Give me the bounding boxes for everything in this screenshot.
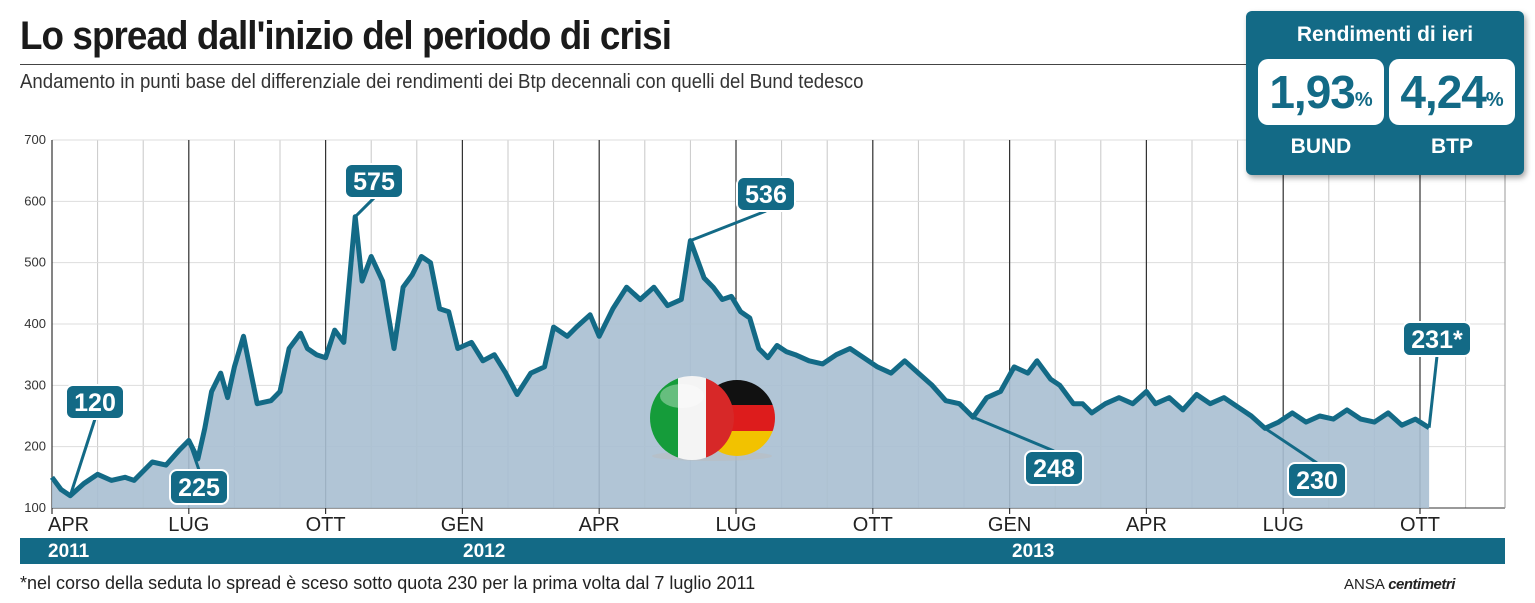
annotation-pointer <box>972 415 1055 453</box>
annotation-pointer <box>187 440 201 471</box>
y-tick-label: 300 <box>24 377 46 392</box>
footnote: *nel corso della seduta lo spread è sces… <box>20 573 756 593</box>
annotation-pointer <box>354 196 376 218</box>
annotation-label: 225 <box>178 474 220 502</box>
annotation-box <box>736 176 796 212</box>
annotation-label: 230 <box>1296 467 1338 495</box>
yields-panel: Rendimenti di ieri 1,93% 4,24% BUND BTP <box>1246 11 1524 175</box>
x-tick-label: OTT <box>1400 514 1440 536</box>
btp-label: BTP <box>1431 135 1473 158</box>
annotation-box <box>344 163 404 199</box>
y-tick-label: 700 <box>24 132 46 147</box>
x-tick-label: GEN <box>441 514 484 536</box>
chart-subtitle: Andamento in punti base del differenzial… <box>20 71 864 93</box>
x-tick-label: OTT <box>306 514 346 536</box>
annotation-box <box>1287 462 1347 498</box>
annotation-pointer <box>1427 355 1439 428</box>
annotation-box <box>1024 450 1084 486</box>
annotation-pointer <box>1264 427 1318 465</box>
year-bar <box>20 538 1505 564</box>
annotation-label: 120 <box>74 389 116 417</box>
y-tick-label: 500 <box>24 255 46 270</box>
credit-brand: centimetri <box>1388 576 1455 593</box>
y-tick-label: 600 <box>24 193 46 208</box>
annotation-label: 231* <box>1411 326 1463 354</box>
btp-yield-value: 4,24 <box>1400 66 1487 118</box>
btp-yield-card: 4,24% <box>1389 59 1515 125</box>
year-label-2012: 2012 <box>463 541 506 562</box>
y-tick-label: 200 <box>24 439 46 454</box>
bund-yield-unit: % <box>1354 88 1373 111</box>
x-tick-label: LUG <box>1263 514 1304 536</box>
x-tick-label: LUG <box>715 514 756 536</box>
bund-yield-card: 1,93% <box>1258 59 1384 125</box>
annotation-label: 575 <box>353 168 395 196</box>
y-tick-label: 400 <box>24 316 46 331</box>
btp-yield-unit: % <box>1485 88 1504 111</box>
bund-label: BUND <box>1290 135 1352 158</box>
annotation-label: 536 <box>745 181 787 209</box>
credit-agency: ANSA <box>1344 576 1385 593</box>
title-divider <box>20 64 1250 65</box>
y-tick-label: 100 <box>24 500 46 515</box>
x-tick-label: LUG <box>168 514 209 536</box>
spread-area <box>52 216 1430 508</box>
x-tick-label: APR <box>48 514 89 536</box>
yields-title: Rendimenti di ieri <box>1296 23 1474 46</box>
bund-yield-value: 1,93 <box>1269 66 1356 118</box>
x-tick-label: OTT <box>853 514 893 536</box>
x-tick-label: GEN <box>988 514 1031 536</box>
annotation-box <box>1402 321 1472 357</box>
annotation-box <box>169 469 229 505</box>
spread-line <box>49 214 1431 499</box>
x-tick-label: APR <box>1126 514 1167 536</box>
annotation-label: 248 <box>1033 455 1075 483</box>
annotation-pointer <box>689 209 767 242</box>
annotation-pointer <box>68 418 97 497</box>
chart-title: Lo spread dall'inizio del periodo di cri… <box>20 14 672 58</box>
flags-icon <box>650 376 775 461</box>
x-tick-label: APR <box>579 514 620 536</box>
credit: ANSA centimetri <box>1344 576 1455 593</box>
year-label-2011: 2011 <box>48 541 90 562</box>
year-label-2013: 2013 <box>1012 541 1055 562</box>
annotation-box <box>65 384 125 420</box>
